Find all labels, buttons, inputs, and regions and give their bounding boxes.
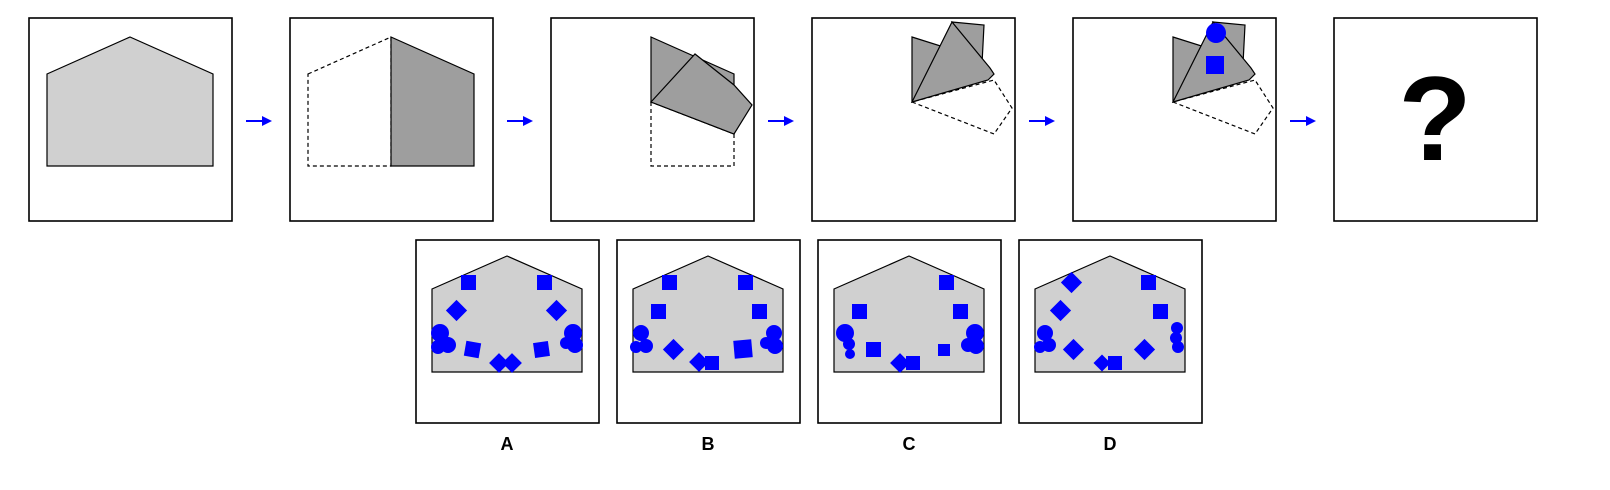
arrow-right-icon [245,115,273,127]
option-c-holes [836,275,984,373]
option-a-label: A [501,434,514,454]
question-mark: ? [1398,52,1471,186]
step-3-folded-layer [649,53,753,135]
step-2-folded-paper [390,36,475,167]
arrow-right-icon [1028,115,1056,127]
punched-square-hole [1206,56,1224,74]
option-d[interactable]: D [1018,239,1203,454]
step-5-unfolded-outline [1171,79,1274,135]
step-3-panel [550,17,755,222]
step-5-panel [1072,17,1277,222]
option-c-label: C [903,434,916,454]
step-4-unfolded-outline [910,79,1013,135]
question-panel: ? [1333,17,1538,222]
option-b[interactable]: B [616,239,801,454]
option-c[interactable]: C [817,239,1002,454]
step-3-unfolded-outline [650,101,735,167]
step-1-paper [46,36,214,167]
step-1-panel [28,17,233,222]
arrow-right-icon [767,115,795,127]
option-b-holes [630,275,783,372]
option-b-label: B [702,434,715,454]
option-a[interactable]: A [415,239,600,454]
step-2-panel [289,17,494,222]
punched-circle-hole [1206,23,1226,43]
step-4-folded-layer [910,20,995,103]
question-frame [1333,17,1538,222]
arrow-right-icon [506,115,534,127]
arrow-right-icon [1289,115,1317,127]
step-4-panel [811,17,1016,222]
option-d-label: D [1104,434,1117,454]
